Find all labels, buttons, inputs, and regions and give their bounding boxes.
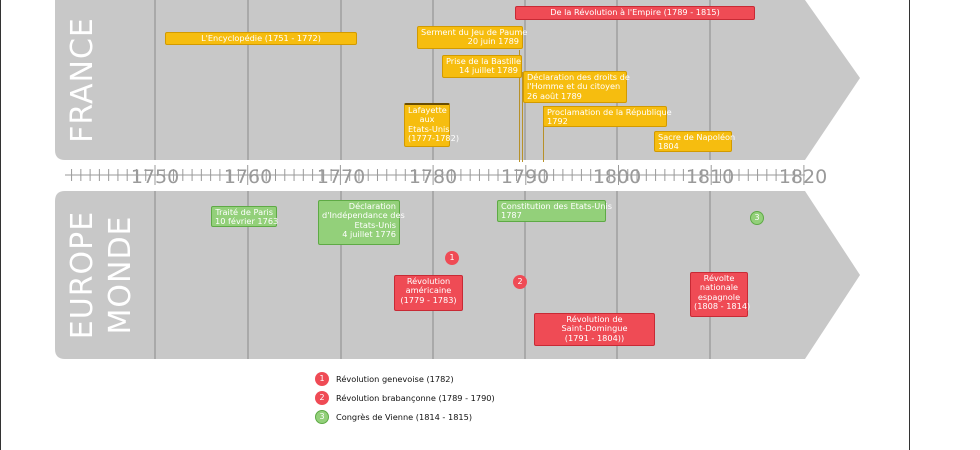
event-bastille-line2: 14 juillet 1789 xyxy=(459,65,518,76)
event-paris-line2: 10 février 1763 xyxy=(215,216,279,227)
connector-line-1789 xyxy=(519,50,520,162)
event-sacre-line1: Sacre de Napoléon xyxy=(658,132,736,142)
event-encyclopedie-text: L'Encyclopédie (1751 - 1772) xyxy=(201,33,321,43)
year-ruler xyxy=(65,165,805,185)
event-traite-de-paris: Traité de Paris 10 février 1763 xyxy=(211,206,279,227)
legend-label-3: Congrès de Vienne (1814 - 1815) xyxy=(336,412,473,422)
event-prise-bastille: Prise de la Bastille 14 juillet 1789 xyxy=(442,55,522,78)
event-bastille-line1: Prise de la Bastille xyxy=(446,56,522,66)
event-revolution-empire-text: De la Révolution à l'Empire (1789 - 1815… xyxy=(550,7,720,17)
event-independance-line4: 4 juillet 1776 xyxy=(342,229,396,240)
event-americaine-line3: (1779 - 1783) xyxy=(400,294,457,305)
monde-band-label: MONDE xyxy=(103,216,138,335)
event-espagnole-line4: (1808 - 1814) xyxy=(694,301,751,312)
year-label-1760: 1760 xyxy=(224,166,272,188)
event-proclamation-republique: Proclamation de la République 1792 xyxy=(543,106,672,127)
year-label-1750: 1750 xyxy=(131,166,179,188)
year-label-1780: 1780 xyxy=(409,166,457,188)
event-serment-line1: Serment du Jeu de Paume xyxy=(421,27,528,37)
event-lafayette-line3: Etats-Unis xyxy=(408,123,450,134)
legend-marker-3: 3 xyxy=(315,410,329,424)
event-paris-line1: Traité de Paris xyxy=(215,207,273,217)
event-sacre-line2: 1804 xyxy=(658,141,679,152)
marker-1-revolution-genevoise: 1 xyxy=(445,251,459,265)
event-declaration-line2: l'Homme et du citoyen xyxy=(527,81,621,92)
connector-line-1792 xyxy=(543,106,544,162)
legend-label-1: Révolution genevoise (1782) xyxy=(336,374,454,384)
frame-right-border xyxy=(909,0,910,450)
event-serment-line2: 20 juin 1789 xyxy=(467,36,519,47)
event-lafayette: Lafayette aux Etats-Unis (1777-1782) xyxy=(404,103,460,147)
year-label-1770: 1770 xyxy=(317,166,365,188)
europe-band-label: EUROPE xyxy=(65,211,100,339)
legend-marker-2: 2 xyxy=(315,391,329,405)
year-label-1810: 1810 xyxy=(686,166,734,188)
frame-left-border xyxy=(0,0,1,450)
event-lafayette-line1: Lafayette xyxy=(408,105,447,115)
legend-marker-1: 1 xyxy=(315,372,329,386)
legend-label-2: Révolution brabançonne (1789 - 1790) xyxy=(336,393,495,403)
event-declaration-droits-homme: Déclaration des droits de l'Homme et du … xyxy=(523,71,630,103)
event-serment-jeu-de-paume: Serment du Jeu de Paume 20 juin 1789 xyxy=(417,26,528,49)
legend-item-3: 3 Congrès de Vienne (1814 - 1815) xyxy=(315,410,472,424)
event-revolte-espagnole: Révolte nationale espagnole (1808 - 1814… xyxy=(690,272,751,317)
event-domingue-line3: (1791 - 1804)) xyxy=(564,332,625,343)
event-espagnole-line1: Révolte xyxy=(703,273,735,283)
event-revolution-empire: De la Révolution à l'Empire (1789 - 1815… xyxy=(515,6,755,20)
event-republique-line2: 1792 xyxy=(547,116,568,127)
event-independance-line3: Etats-Unis xyxy=(354,219,396,230)
event-domingue-line1: Révolution de xyxy=(566,314,623,324)
france-band-label: FRANCE xyxy=(65,17,100,143)
event-constitution-line1: Constitution des Etats-Unis xyxy=(501,201,613,211)
event-republique-line1: Proclamation de la République xyxy=(547,107,672,117)
event-declaration-independance: Déclaration d'Indépendance des Etats-Uni… xyxy=(318,200,405,245)
event-americaine-line1: Révolution xyxy=(406,276,451,286)
event-sacre-napoleon: Sacre de Napoléon 1804 xyxy=(654,131,736,152)
event-espagnole-line3: espagnole xyxy=(697,291,741,302)
year-label-1790: 1790 xyxy=(501,166,549,188)
marker-2-revolution-brabanconne: 2 xyxy=(513,275,527,289)
event-lafayette-line2: aux xyxy=(419,114,435,125)
event-revolution-americaine: Révolution américaine (1779 - 1783) xyxy=(394,275,463,311)
event-encyclopedie: L'Encyclopédie (1751 - 1772) xyxy=(165,32,357,45)
year-label-1820: 1820 xyxy=(779,166,827,188)
connector-line-1789-b xyxy=(522,72,523,162)
legend-item-2: 2 Révolution brabançonne (1789 - 1790) xyxy=(315,391,495,405)
event-lafayette-line4: (1777-1782) xyxy=(408,133,460,144)
event-americaine-line2: américaine xyxy=(405,285,452,296)
year-label-1800: 1800 xyxy=(593,166,641,188)
event-espagnole-line2: nationale xyxy=(699,282,739,293)
event-independance-line1: Déclaration xyxy=(348,201,396,211)
event-constitution-etats-unis: Constitution des Etats-Unis 1787 xyxy=(497,200,613,222)
event-revolution-saint-domingue: Révolution de Saint-Domingue (1791 - 180… xyxy=(534,313,655,346)
ruler-year-labels: 1750 1760 1770 1780 1790 1800 1810 1820 xyxy=(131,166,827,188)
event-declaration-line1: Déclaration des droits de xyxy=(527,72,630,82)
event-declaration-line3: 26 août 1789 xyxy=(527,90,582,101)
event-constitution-line2: 1787 xyxy=(501,210,522,221)
event-independance-line2: d'Indépendance des xyxy=(322,210,405,221)
marker-3-congres-de-vienne: 3 xyxy=(750,211,764,225)
legend-item-1: 1 Révolution genevoise (1782) xyxy=(315,372,454,386)
event-domingue-line2: Saint-Domingue xyxy=(561,323,628,334)
